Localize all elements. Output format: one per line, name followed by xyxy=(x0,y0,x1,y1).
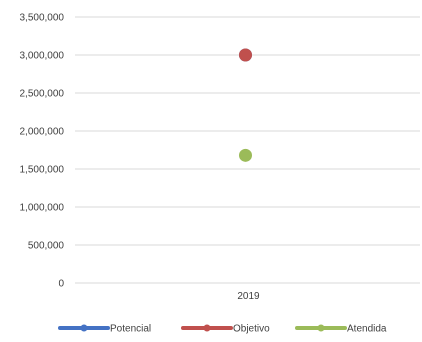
y-tick-label: 1,000,000 xyxy=(20,203,65,214)
y-tick-label: 500,000 xyxy=(28,241,65,252)
legend-swatch-marker xyxy=(317,324,325,332)
data-point xyxy=(239,48,252,62)
legend-swatch-marker xyxy=(203,324,211,332)
gridlines xyxy=(75,16,420,284)
data-point xyxy=(239,148,252,162)
legend: Potencial Objetivo Atendida xyxy=(58,324,387,335)
legend-item: Atendida xyxy=(295,324,387,335)
y-tick-label: 2,000,000 xyxy=(20,127,65,138)
x-tick-label: 2019 xyxy=(237,291,260,302)
legend-item: Potencial xyxy=(58,324,151,335)
y-tick-label: 0 xyxy=(58,279,64,290)
y-axis-ticks: 0 500,000 1,000,000 1,500,000 2,000,000 2,500… xyxy=(20,13,65,290)
legend-item: Objetivo xyxy=(181,324,270,335)
y-tick-label: 1,500,000 xyxy=(20,165,65,176)
legend-label: Potencial xyxy=(110,324,151,335)
legend-label: Atendida xyxy=(347,324,387,335)
x-axis-ticks: 2019 xyxy=(237,291,260,302)
y-tick-label: 3,500,000 xyxy=(20,13,65,24)
y-tick-label: 3,000,000 xyxy=(20,51,65,62)
legend-label: Objetivo xyxy=(233,324,270,335)
legend-swatch-marker xyxy=(80,324,88,332)
series-markers xyxy=(239,48,252,162)
y-tick-label: 2,500,000 xyxy=(20,89,65,100)
